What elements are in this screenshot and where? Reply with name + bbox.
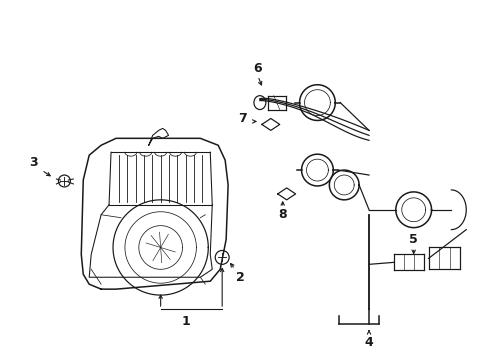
Text: 2: 2 xyxy=(235,271,244,284)
Text: 4: 4 xyxy=(364,336,373,349)
Text: 7: 7 xyxy=(237,112,246,125)
Text: 1: 1 xyxy=(181,315,189,328)
Text: 8: 8 xyxy=(278,208,286,221)
Text: 5: 5 xyxy=(408,233,417,246)
Text: 6: 6 xyxy=(253,62,262,75)
Text: 3: 3 xyxy=(29,156,38,168)
